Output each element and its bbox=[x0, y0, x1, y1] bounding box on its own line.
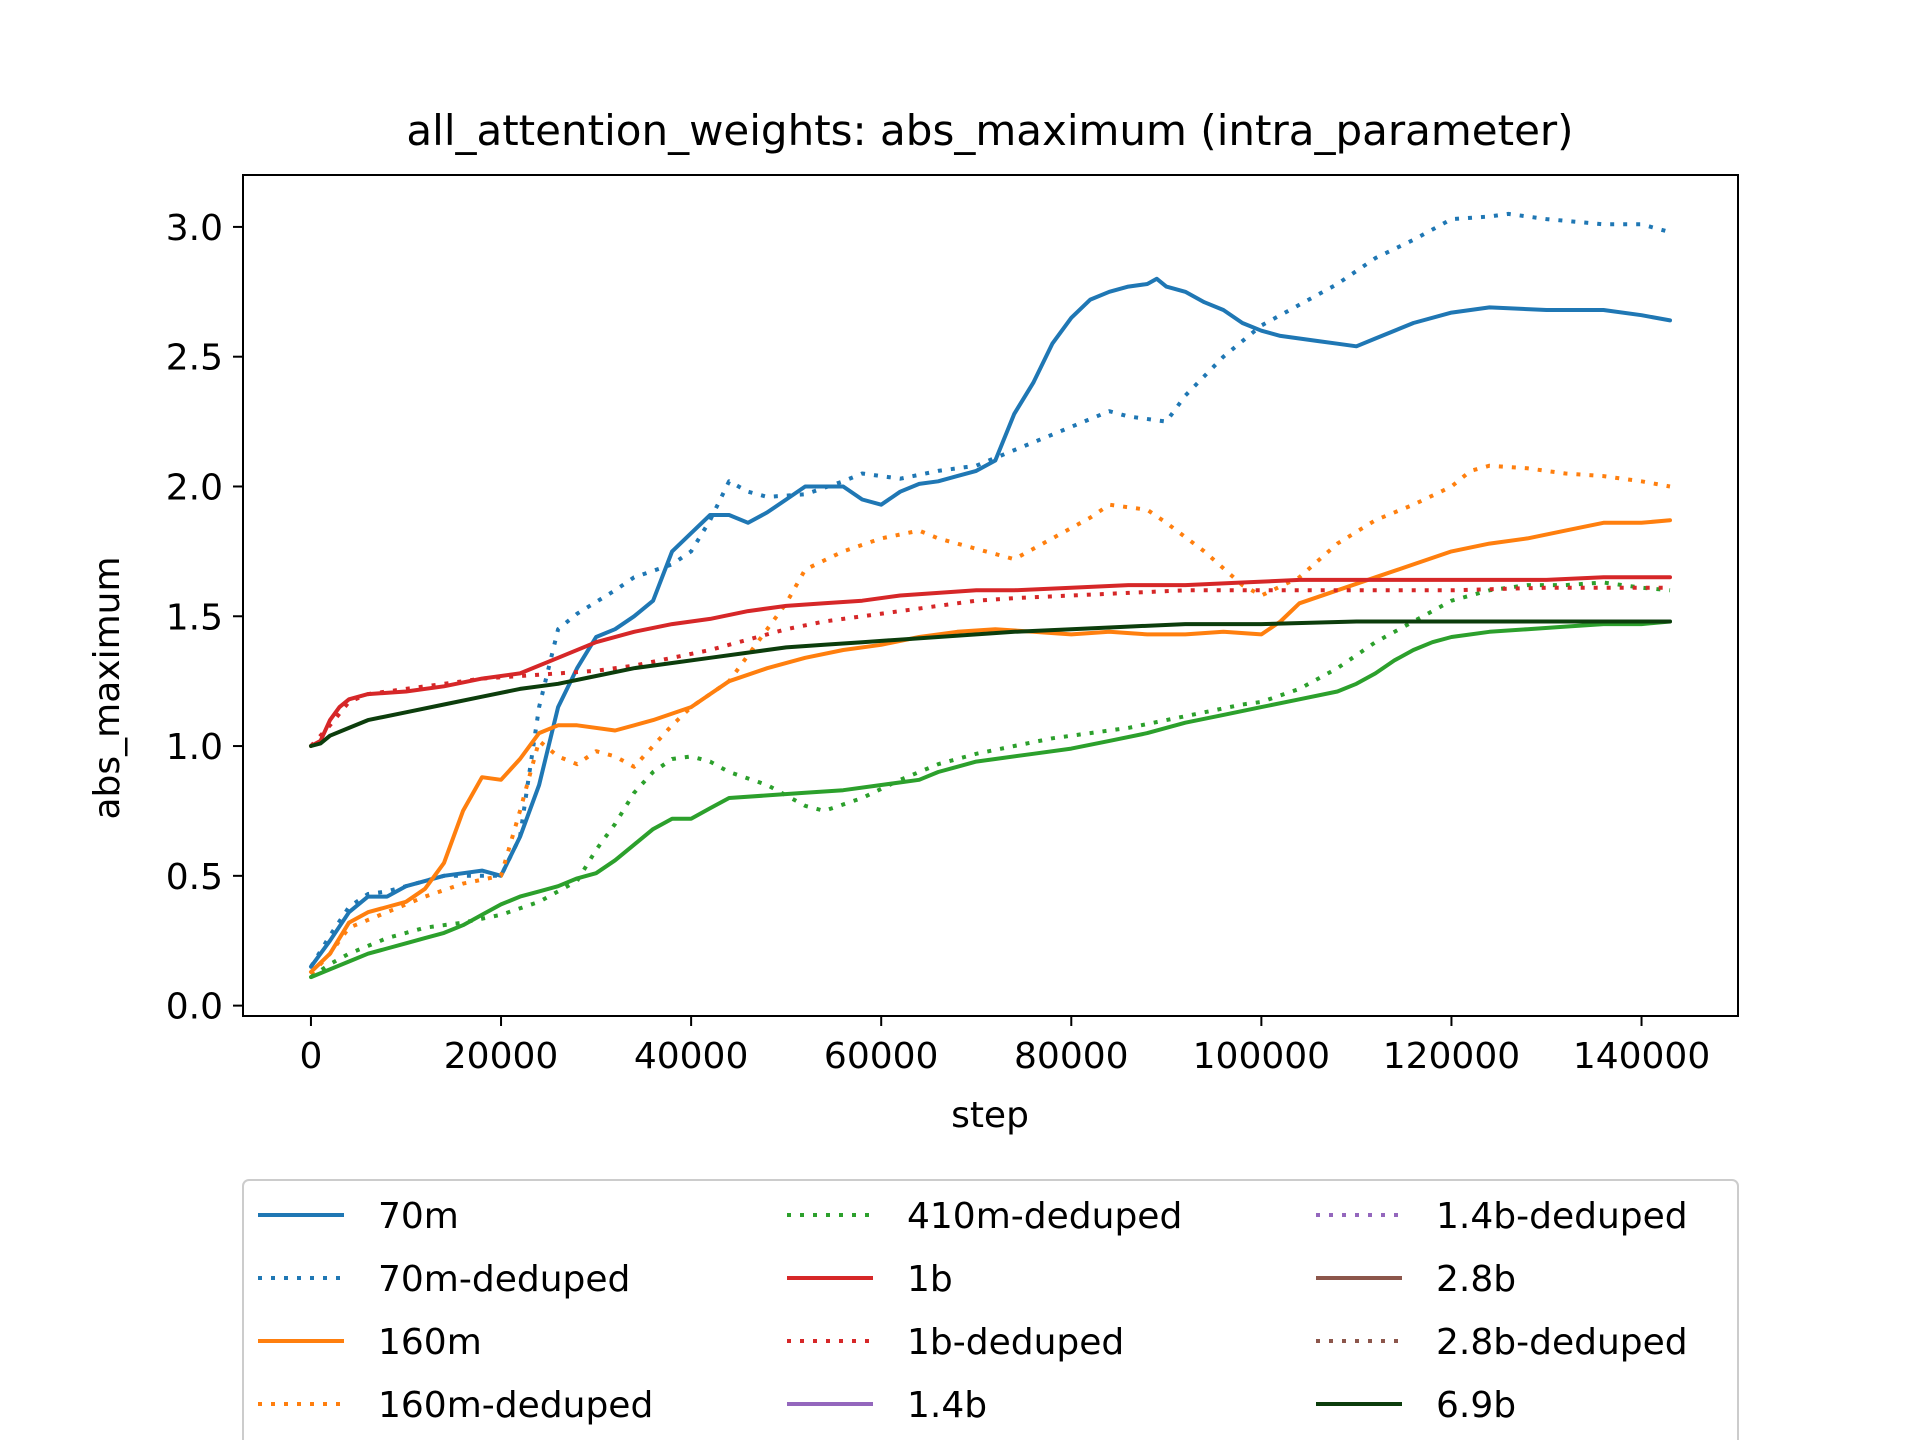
chart-title: all_attention_weights: abs_maximum (intr… bbox=[406, 106, 1573, 155]
x-tick-label: 40000 bbox=[634, 1036, 749, 1077]
y-tick-label: 3.0 bbox=[166, 208, 223, 249]
series-line-70m-deduped bbox=[309, 211, 1671, 968]
legend-label: 410m-deduped bbox=[907, 1196, 1182, 1237]
y-axis-label: abs_maximum bbox=[87, 556, 128, 819]
legend-label: 1b bbox=[907, 1259, 953, 1300]
series-line-410m bbox=[309, 619, 1672, 980]
legend-label: 1.4b-deduped bbox=[1436, 1196, 1688, 1237]
series-line-1b-deduped bbox=[309, 585, 1670, 748]
legend-label: 1.4b bbox=[907, 1385, 987, 1426]
y-tick-label: 0.0 bbox=[166, 987, 223, 1028]
series-layer bbox=[309, 211, 1672, 980]
legend-label: 1b-deduped bbox=[907, 1322, 1124, 1363]
legend-label: 2.8b-deduped bbox=[1436, 1322, 1688, 1363]
legend-label: 6.9b bbox=[1436, 1385, 1516, 1426]
x-tick-label: 60000 bbox=[824, 1036, 939, 1077]
legend-label: 160m-deduped bbox=[378, 1385, 653, 1426]
legend-label: 70m-deduped bbox=[378, 1259, 630, 1300]
x-tick-label: 80000 bbox=[1014, 1036, 1129, 1077]
y-axis-ticks: 0.0 0.5 1.0 1.5 2.0 2.5 3.0 bbox=[166, 208, 243, 1028]
x-axis-label: step bbox=[951, 1095, 1029, 1136]
x-tick-label: 100000 bbox=[1193, 1036, 1330, 1077]
series-line-160m bbox=[309, 518, 1672, 974]
series-line-410m-deduped bbox=[309, 580, 1671, 979]
x-axis-ticks: 0 20000 40000 60000 80000 100000 120000 140000 bbox=[300, 1016, 1710, 1077]
y-tick-label: 2.0 bbox=[166, 467, 223, 508]
legend-label: 160m bbox=[378, 1322, 482, 1363]
y-tick-label: 1.0 bbox=[166, 727, 223, 768]
x-tick-label: 20000 bbox=[444, 1036, 559, 1077]
series-line-6.9b bbox=[309, 619, 1672, 748]
plot-area-frame bbox=[242, 174, 1739, 1017]
x-tick-label: 140000 bbox=[1573, 1036, 1710, 1077]
y-tick-label: 0.5 bbox=[166, 857, 223, 898]
y-tick-label: 2.5 bbox=[166, 338, 223, 379]
y-tick-label: 1.5 bbox=[166, 597, 223, 638]
x-tick-label: 0 bbox=[300, 1036, 323, 1077]
x-tick-label: 120000 bbox=[1383, 1036, 1520, 1077]
legend-label: 70m bbox=[378, 1196, 459, 1237]
legend: 70m 70m-deduped 160m 160m-deduped 410m-dedup… bbox=[242, 1179, 1739, 1445]
series-line-70m bbox=[309, 276, 1672, 969]
legend-frame bbox=[242, 1179, 1739, 1445]
series-line-1b bbox=[309, 575, 1672, 748]
legend-label: 2.8b bbox=[1436, 1259, 1516, 1300]
